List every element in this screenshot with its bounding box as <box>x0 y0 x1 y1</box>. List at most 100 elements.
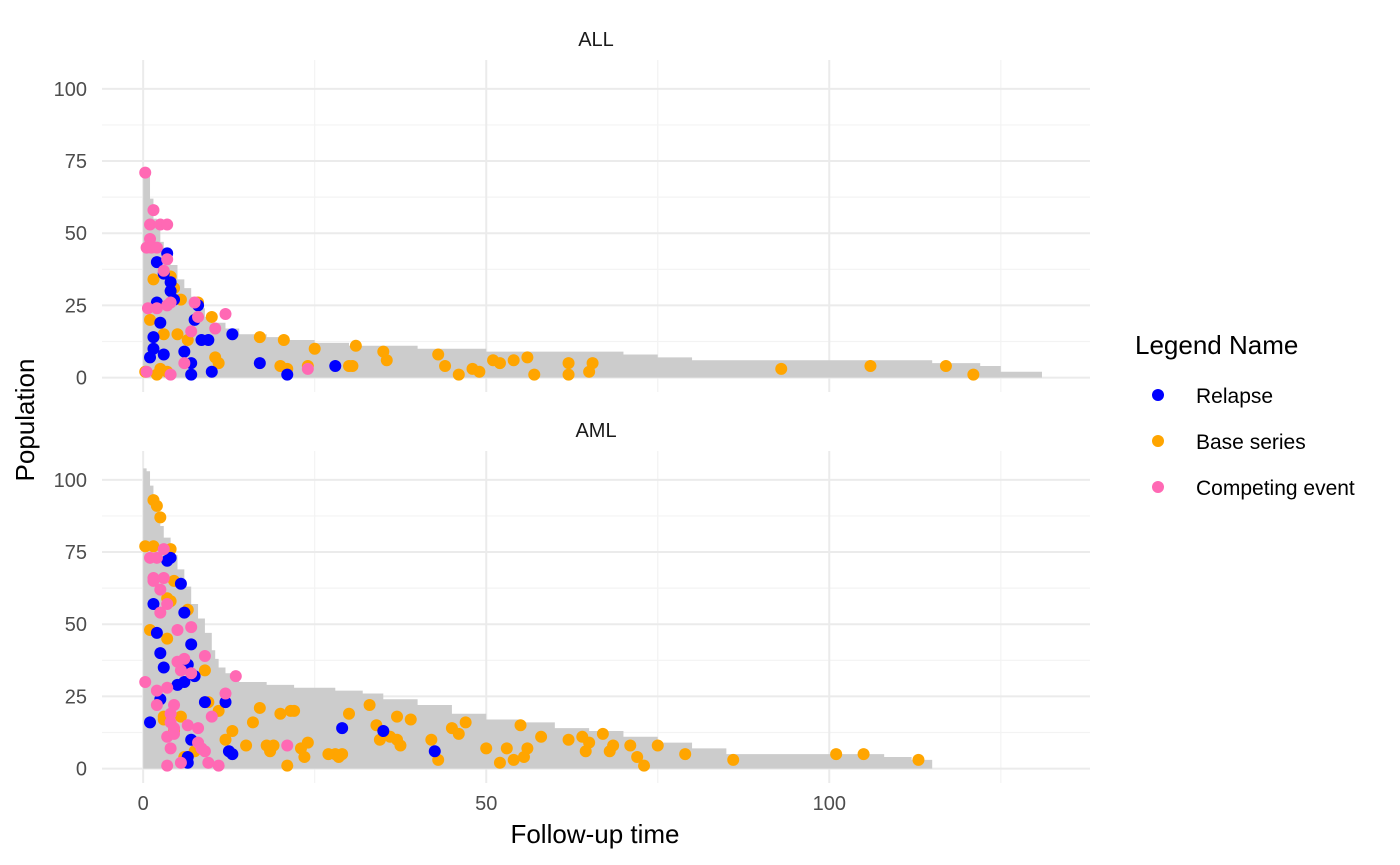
base-point <box>562 733 575 746</box>
base-point <box>607 739 620 752</box>
competing-point <box>147 204 160 217</box>
base-point <box>521 351 534 364</box>
base-point <box>147 273 160 286</box>
base-point <box>343 707 355 720</box>
competing-point <box>161 253 174 266</box>
base-point <box>425 733 438 746</box>
competing-point <box>139 675 152 688</box>
base-point <box>147 540 160 553</box>
competing-point <box>164 368 177 381</box>
competing-point <box>161 681 174 694</box>
competing-point <box>198 745 211 758</box>
competing-point <box>157 264 170 277</box>
base-point <box>253 701 266 714</box>
competing-point <box>174 756 187 769</box>
legend-label-competing: Competing event <box>1196 477 1355 500</box>
base-point <box>586 357 599 370</box>
y-tick-label: 100 <box>54 470 87 492</box>
base-point <box>507 753 520 766</box>
x-tick-label: 100 <box>813 793 846 815</box>
competing-point <box>150 241 163 254</box>
competing-point <box>219 687 232 700</box>
y-tick-label: 0 <box>76 759 87 781</box>
panel-all: ALL 0 25 50 75 100 <box>54 29 1090 392</box>
base-point <box>727 753 740 766</box>
competing-point <box>174 664 187 677</box>
y-axis-title: Population <box>10 359 40 482</box>
competing-point <box>202 756 215 769</box>
legend-key-base <box>1152 435 1164 447</box>
facet-title: ALL <box>578 29 614 51</box>
y-tick-label: 25 <box>65 295 87 317</box>
base-point <box>521 742 534 755</box>
relapse-point <box>202 334 215 347</box>
base-point <box>514 719 527 732</box>
competing-point <box>281 739 294 752</box>
legend-key-competing <box>1152 481 1164 493</box>
base-point <box>240 739 253 752</box>
competing-point <box>147 574 160 587</box>
competing-point <box>164 742 177 755</box>
relapse-point <box>198 696 211 709</box>
relapse-point <box>174 577 187 590</box>
relapse-point <box>428 745 441 758</box>
base-point <box>857 748 870 761</box>
y-tick-label: 50 <box>65 614 87 636</box>
base-point <box>439 360 452 373</box>
base-point <box>391 710 404 723</box>
competing-point <box>301 362 314 375</box>
relapse-point <box>144 716 157 729</box>
legend-title: Legend Name <box>1135 330 1298 360</box>
y-tick-label: 50 <box>65 223 87 245</box>
y-tick-label: 25 <box>65 686 87 708</box>
base-point <box>150 499 163 512</box>
competing-point <box>192 310 205 323</box>
competing-point <box>212 759 225 772</box>
relapse-point <box>178 675 191 688</box>
base-point <box>583 736 596 749</box>
base-point <box>631 751 644 764</box>
relapse-point <box>154 647 167 660</box>
x-axis: 0 50 100 <box>138 793 846 815</box>
base-point <box>157 328 170 341</box>
base-point <box>154 511 167 524</box>
relapse-point <box>164 551 177 564</box>
competing-point <box>168 699 181 712</box>
competing-point <box>154 606 167 619</box>
competing-point <box>157 572 170 585</box>
facet-title: AML <box>575 420 616 442</box>
base-point <box>432 348 445 361</box>
population-area <box>143 172 1042 378</box>
competing-point <box>192 722 205 735</box>
base-point <box>528 368 541 381</box>
base-point <box>500 742 513 755</box>
base-point <box>679 748 692 761</box>
base-point <box>298 751 311 764</box>
base-point <box>246 716 259 729</box>
base-point <box>253 331 266 344</box>
competing-point <box>188 296 201 309</box>
competing-point <box>150 302 163 315</box>
competing-point <box>178 652 191 665</box>
base-point <box>967 368 980 381</box>
base-point <box>274 707 287 720</box>
base-point <box>281 759 294 772</box>
competing-point <box>185 325 198 338</box>
base-point <box>562 357 575 370</box>
competing-point <box>140 365 153 378</box>
relapse-point <box>219 696 232 709</box>
relapse-point <box>147 598 160 611</box>
competing-point <box>205 710 218 723</box>
relapse-point <box>377 725 390 738</box>
competing-point <box>139 166 152 179</box>
base-point <box>144 313 157 326</box>
competing-point <box>157 543 170 556</box>
competing-point <box>181 719 194 732</box>
competing-point <box>161 218 174 231</box>
base-point <box>638 759 651 772</box>
base-point <box>349 339 362 352</box>
y-tick-label: 75 <box>65 151 87 173</box>
relapse-point <box>157 348 170 361</box>
base-point <box>493 357 506 370</box>
base-point <box>459 716 472 729</box>
